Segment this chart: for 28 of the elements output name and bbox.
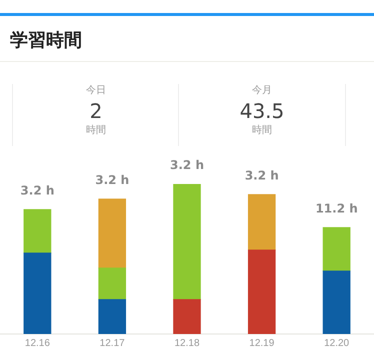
bar (248, 194, 276, 250)
x-tick-label: 12.16 (24, 338, 50, 349)
bar (24, 209, 52, 254)
x-tick-label: 12.17 (100, 338, 126, 349)
annotation: 3.2 h (170, 158, 204, 172)
text: 時間 (85, 124, 107, 138)
bar (98, 268, 126, 300)
text: 今月 (251, 84, 273, 98)
bar (24, 252, 52, 334)
bar (322, 270, 350, 334)
text: 学習時間 (10, 29, 82, 52)
annotation: 11.2 h (315, 202, 358, 216)
bar (173, 184, 201, 300)
annotation: 3.2 h (20, 184, 54, 198)
annotation: 3.2 h (244, 168, 279, 183)
text: 今日 (85, 84, 107, 98)
text: 43.5 (238, 98, 286, 124)
annotation: 3.2 h (95, 173, 130, 188)
x-tick-label: 12.20 (324, 338, 350, 349)
bar (173, 299, 201, 334)
bar (98, 198, 126, 268)
bar (248, 250, 276, 334)
x-tick-label: 12.18 (174, 338, 200, 349)
text: 2 (88, 98, 104, 124)
bar (322, 227, 350, 272)
x-tick-label: 12.19 (249, 338, 275, 349)
text: 時間 (251, 124, 273, 138)
bar (98, 299, 126, 334)
